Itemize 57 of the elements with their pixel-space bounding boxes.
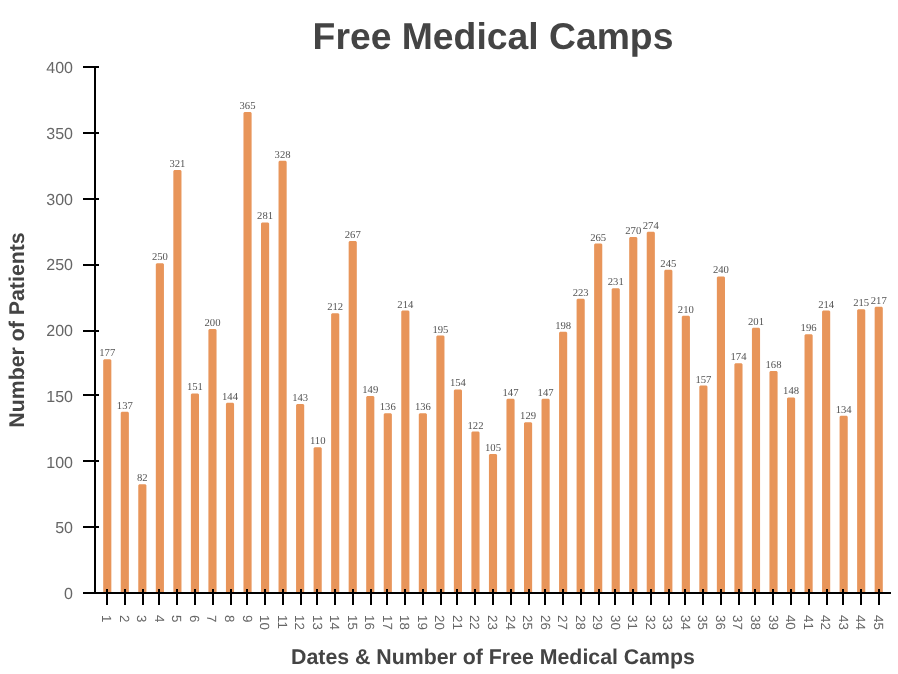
bar — [208, 329, 217, 593]
bar — [331, 313, 340, 593]
bar — [716, 276, 725, 593]
y-tick-label: 100 — [46, 453, 75, 472]
bar — [804, 334, 813, 593]
bar — [471, 431, 480, 593]
bar — [296, 403, 305, 593]
bar — [225, 402, 235, 593]
bar — [453, 389, 462, 593]
bar — [664, 269, 673, 593]
bar — [699, 385, 708, 593]
bar — [243, 112, 252, 593]
bar — [401, 310, 410, 593]
bar — [366, 396, 375, 593]
y-tick-label: 200 — [46, 322, 75, 340]
bar — [646, 231, 655, 593]
bar — [576, 298, 585, 593]
bar — [278, 160, 287, 593]
bar — [313, 447, 322, 593]
bar — [786, 397, 796, 593]
bar — [436, 335, 445, 593]
chart-title: Free Medical Camps — [312, 15, 674, 57]
bar — [681, 315, 690, 593]
y-tick-label: 400 — [46, 59, 75, 77]
bar — [857, 309, 866, 593]
bar — [769, 371, 778, 593]
bar — [383, 413, 392, 593]
bar — [348, 240, 357, 593]
bar — [874, 306, 883, 593]
x-axis-title: Dates & Number of Free Medical Camps — [291, 645, 696, 670]
bar — [506, 398, 515, 593]
bar — [103, 359, 112, 593]
bar — [488, 453, 498, 593]
bar — [734, 363, 743, 593]
bar — [594, 243, 603, 593]
bar — [611, 288, 620, 593]
bar — [120, 411, 129, 593]
bar — [524, 422, 533, 593]
bar — [155, 263, 164, 593]
bar — [751, 327, 761, 593]
bar — [261, 222, 270, 593]
y-tick-label: 150 — [46, 387, 75, 406]
y-tick-label: 0 — [64, 585, 75, 603]
bar — [173, 169, 182, 593]
y-tick-label: 300 — [46, 190, 75, 209]
bar — [822, 310, 831, 593]
y-tick-label: 350 — [46, 124, 75, 143]
y-tick-label: 250 — [46, 256, 75, 275]
bar — [559, 331, 568, 593]
y-tick-label: 50 — [55, 519, 75, 538]
y-axis-title: Number of Patients — [6, 232, 31, 428]
bar — [629, 236, 638, 593]
bar — [839, 415, 848, 593]
bar — [541, 398, 550, 593]
bar — [138, 484, 147, 593]
bar — [418, 413, 427, 593]
bar — [190, 393, 200, 593]
